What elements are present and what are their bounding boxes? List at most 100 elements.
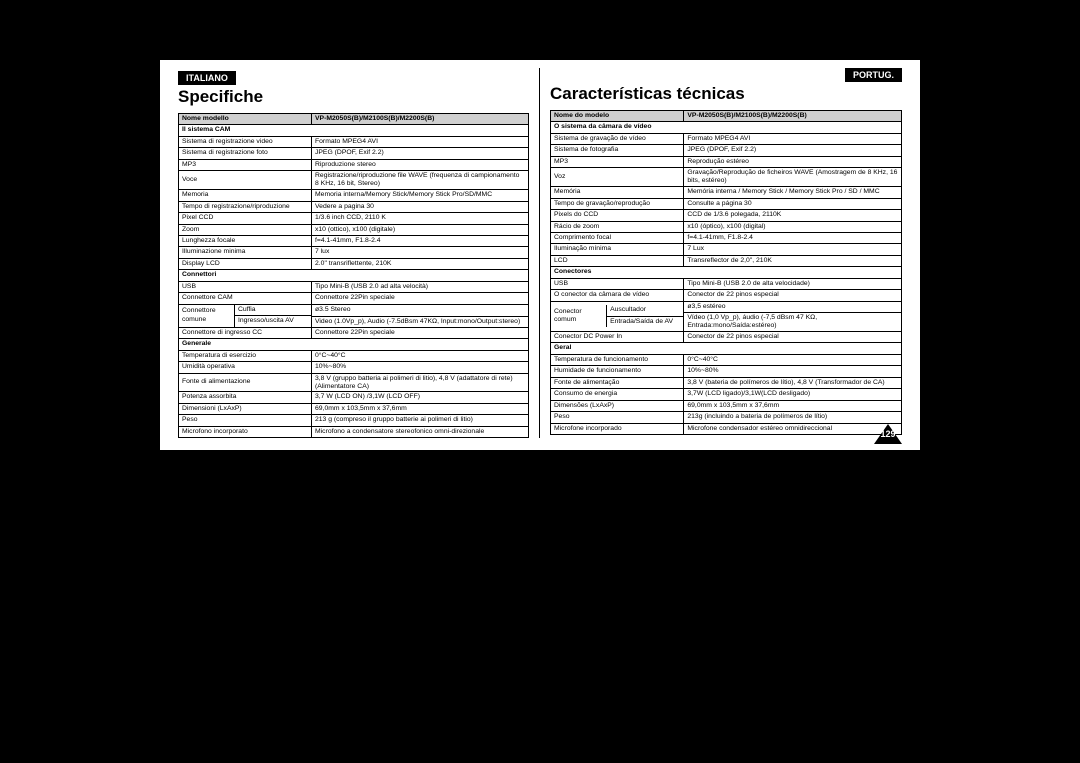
cell-label: Tempo de gravação/reprodução — [551, 198, 684, 209]
section-row: Conectores — [551, 267, 902, 278]
table-row: Microfone incorporadoMicrofone condensad… — [551, 423, 902, 434]
cell-label: Illuminazione minima — [179, 247, 312, 258]
cell-label: Memória — [551, 187, 684, 198]
table-row: Illuminazione minima7 lux — [179, 247, 529, 258]
cell-value: f=4.1-41mm, F1.8-2.4 — [312, 235, 529, 246]
table-row: Sistema de fotografiaJPEG (DPOF, Exif 2.… — [551, 145, 902, 156]
cell-label: USB — [179, 281, 312, 292]
cell-value: 3,7 W (LCD ON) /3,1W (LCD OFF) — [312, 392, 529, 403]
cell-label: Peso — [179, 415, 312, 426]
cell-label: Voce — [179, 171, 312, 190]
cell-label: Sistema de fotografia — [551, 145, 684, 156]
cell-label: Iluminação mínima — [551, 244, 684, 255]
table-row: Connettore di ingresso CCConnettore 22Pi… — [179, 327, 529, 338]
sub-label: Ingresso/uscita AV — [235, 316, 311, 326]
sub-label: Conector comum — [551, 305, 607, 327]
section-label: Conectores — [551, 267, 902, 278]
cell-label: Temperatura de funcionamento — [551, 354, 684, 365]
cell-label: Conector DC Power In — [551, 332, 684, 343]
table-row: Conector comum Auscultador Entrada/Saída… — [551, 301, 902, 331]
table-row: Umidità operativa10%~80% — [179, 362, 529, 373]
header-label: Nome do modelo — [551, 111, 684, 122]
cell-value: Formato MPEG4 AVI — [684, 133, 902, 144]
section-label: Generale — [179, 339, 529, 350]
table-header-row: Nome do modeloVP-M2050S(B)/M2100S(B)/M22… — [551, 111, 902, 122]
table-row: Dimensões (LxAxP)69,0mm x 103,5mm x 37,6… — [551, 400, 902, 411]
table-row: Temperatura de funcionamento0°C~40°C — [551, 354, 902, 365]
cell-label: Display LCD — [179, 258, 312, 269]
table-row: Zoomx10 (ottico), x100 (digitale) — [179, 224, 529, 235]
table-row: VoceRegistrazione/riproduzione file WAVE… — [179, 171, 529, 190]
cell-value: Tipo Mini-B (USB 2.0 de alta velocidade) — [684, 278, 902, 289]
cell-value: Vedere a pagina 30 — [312, 201, 529, 212]
cell-label: Lunghezza focale — [179, 235, 312, 246]
section-row: Geral — [551, 343, 902, 354]
sub-label: Cuffia — [235, 305, 311, 316]
section-title-right: Características técnicas — [550, 84, 902, 104]
table-row: Rácio de zoomx10 (óptico), x100 (digital… — [551, 221, 902, 232]
table-row: Fonte de alimentação3,8 V (bateria de po… — [551, 377, 902, 388]
cell-label: Pixel CCD — [179, 213, 312, 224]
table-row: Dimensioni (LxAxP)69,0mm x 103,5mm x 37,… — [179, 403, 529, 414]
cell-label: Rácio de zoom — [551, 221, 684, 232]
cell-label: USB — [551, 278, 684, 289]
cell-label: Fonte de alimentação — [551, 377, 684, 388]
column-italian: ITALIANO Specifiche Nome modelloVP-M2050… — [178, 68, 540, 438]
table-row: MP3Reprodução estéreo — [551, 156, 902, 167]
cell-value: 0°C~40°C — [684, 354, 902, 365]
cell-label: Sistema di registrazione foto — [179, 148, 312, 159]
cell-label: Consumo de energia — [551, 389, 684, 400]
table-row: Lunghezza focalef=4.1-41mm, F1.8-2.4 — [179, 235, 529, 246]
spec-table-right: Nome do modeloVP-M2050S(B)/M2100S(B)/M22… — [550, 110, 902, 435]
table-row: MP3Riproduzione stereo — [179, 159, 529, 170]
sub-value: ø3,5 estéreo — [684, 302, 901, 313]
table-row: Humidade de funcionamento10%~80% — [551, 366, 902, 377]
two-column-layout: ITALIANO Specifiche Nome modelloVP-M2050… — [178, 68, 902, 438]
cell-label: Pixels do CCD — [551, 210, 684, 221]
cell-value: Tipo Mini-B (USB 2.0 ad alta velocità) — [312, 281, 529, 292]
cell-value: Conector de 22 pinos especial — [684, 332, 902, 343]
cell-value: 10%~80% — [312, 362, 529, 373]
cell-value: 2.0" transriflettente, 210K — [312, 258, 529, 269]
language-badge-right: PORTUG. — [845, 68, 902, 82]
cell-value: Memoria interna/Memory Stick/Memory Stic… — [312, 190, 529, 201]
cell-label: Sistema de gravação de vídeo — [551, 133, 684, 144]
cell-value: ø3,5 estéreo Vídeo (1,0 Vp_p), áudio (-7… — [684, 301, 902, 331]
table-row: Potenza assorbita3,7 W (LCD ON) /3,1W (L… — [179, 392, 529, 403]
cell-label: Memoria — [179, 190, 312, 201]
table-row: MemoriaMemoria interna/Memory Stick/Memo… — [179, 190, 529, 201]
cell-label: Potenza assorbita — [179, 392, 312, 403]
cell-label: Fonte di alimentazione — [179, 373, 312, 392]
table-row: USBTipo Mini-B (USB 2.0 de alta velocida… — [551, 278, 902, 289]
cell-value: Connettore 22Pin speciale — [312, 293, 529, 304]
table-row: Temperatura di esercizio0°C~40°C — [179, 350, 529, 361]
cell-label: Temperatura di esercizio — [179, 350, 312, 361]
cell-value: x10 (ottico), x100 (digitale) — [312, 224, 529, 235]
table-row: USBTipo Mini-B (USB 2.0 ad alta velocità… — [179, 281, 529, 292]
cell-label: MP3 — [551, 156, 684, 167]
cell-label: Connettore di ingresso CC — [179, 327, 312, 338]
table-row: Display LCD2.0" transriflettente, 210K — [179, 258, 529, 269]
cell-value: 3,7W (LCD ligado)/3,1W(LCD desligado) — [684, 389, 902, 400]
table-row: Connettore CAMConnettore 22Pin speciale — [179, 293, 529, 304]
section-title-left: Specifiche — [178, 87, 529, 107]
cell-label: LCD — [551, 255, 684, 266]
spec-table-left: Nome modelloVP-M2050S(B)/M2100S(B)/M2200… — [178, 113, 529, 438]
page-number: 129 — [874, 429, 902, 439]
table-row: Conector DC Power InConector de 22 pinos… — [551, 332, 902, 343]
table-row: VozGravação/Reprodução de ficheiros WAVE… — [551, 168, 902, 187]
cell-value: CCD de 1/3.6 polegada, 2110K — [684, 210, 902, 221]
cell-value: x10 (óptico), x100 (digital) — [684, 221, 902, 232]
cell-label: Zoom — [179, 224, 312, 235]
cell-value: 213g (incluindo a bateria de polímeros d… — [684, 412, 902, 423]
section-row: Il sistema CAM — [179, 125, 529, 136]
table-row: Sistema di registrazione videoFormato MP… — [179, 136, 529, 147]
section-label: Geral — [551, 343, 902, 354]
section-row: Generale — [179, 339, 529, 350]
cell-value: 0°C~40°C — [312, 350, 529, 361]
section-row: O sistema da câmara de vídeo — [551, 122, 902, 133]
table-row: Tempo di registrazione/riproduzioneVeder… — [179, 201, 529, 212]
cell-label: Tempo di registrazione/riproduzione — [179, 201, 312, 212]
cell-value: Riproduzione stereo — [312, 159, 529, 170]
table-row: Peso213g (incluindo a bateria de polímer… — [551, 412, 902, 423]
